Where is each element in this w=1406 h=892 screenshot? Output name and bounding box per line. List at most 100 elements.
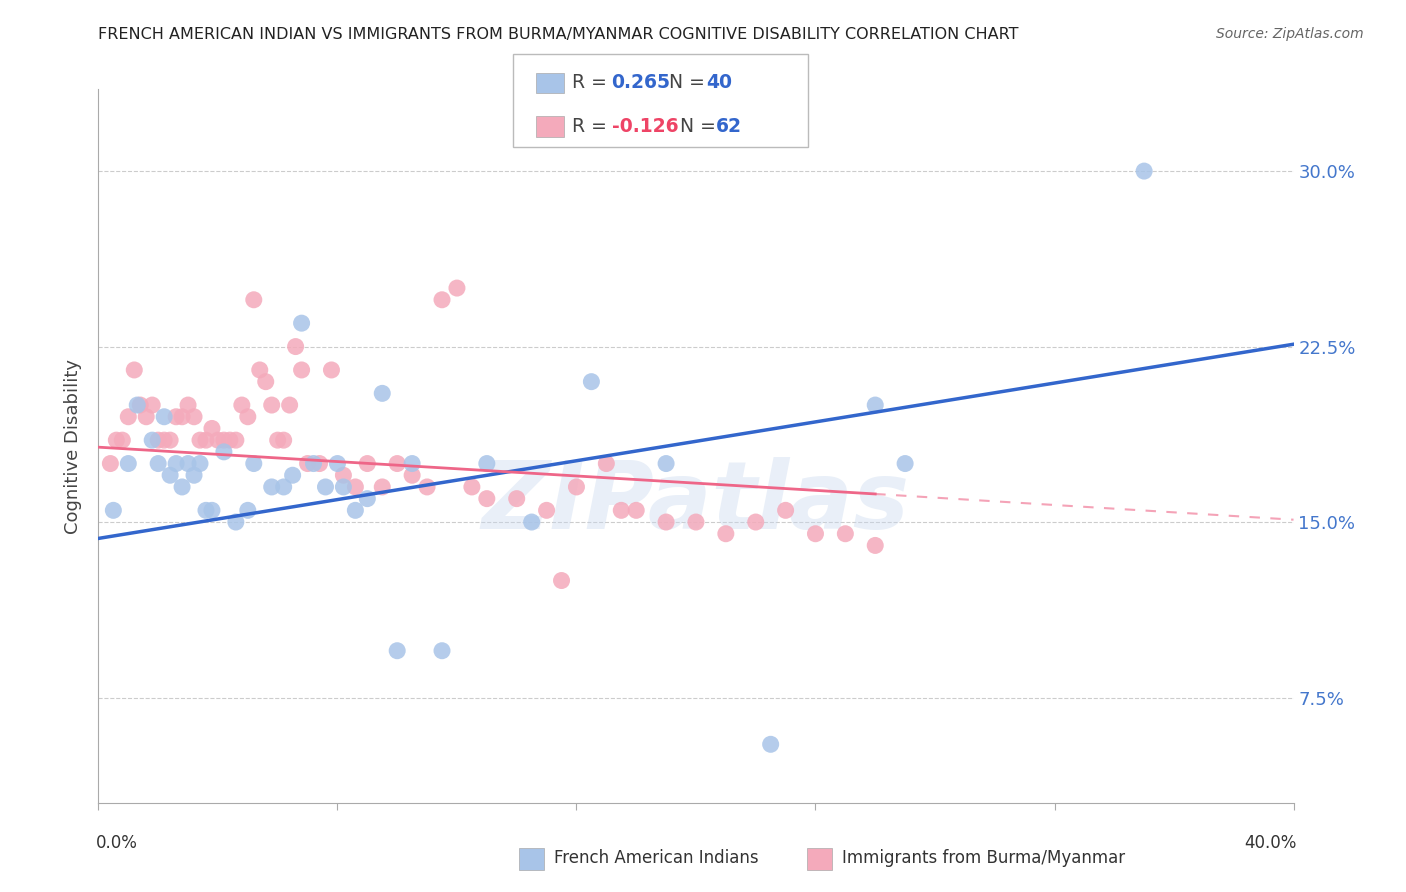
Point xyxy=(201,421,224,435)
Point xyxy=(219,433,242,447)
Text: 0.265: 0.265 xyxy=(612,73,671,93)
Point xyxy=(291,363,314,377)
Point xyxy=(260,480,283,494)
Point xyxy=(141,398,163,412)
Point xyxy=(212,433,235,447)
Point xyxy=(183,468,205,483)
Point xyxy=(685,515,707,529)
Point xyxy=(1133,164,1156,178)
Point xyxy=(159,468,181,483)
Point xyxy=(225,433,247,447)
Text: -0.126: -0.126 xyxy=(612,117,678,136)
Point xyxy=(565,480,588,494)
Text: N =: N = xyxy=(668,117,721,136)
Text: 40.0%: 40.0% xyxy=(1244,834,1296,852)
Point xyxy=(461,480,484,494)
Point xyxy=(655,515,678,529)
Point xyxy=(332,468,354,483)
Point xyxy=(105,433,128,447)
Point xyxy=(356,491,378,506)
Point xyxy=(385,457,409,471)
Point xyxy=(148,457,170,471)
Point xyxy=(344,503,367,517)
Point xyxy=(356,457,378,471)
Point xyxy=(201,503,224,517)
Point xyxy=(344,480,367,494)
Point xyxy=(141,433,163,447)
Point xyxy=(446,281,468,295)
Point xyxy=(401,457,423,471)
Point xyxy=(714,526,737,541)
Point xyxy=(124,363,146,377)
Point xyxy=(225,515,247,529)
Point xyxy=(332,480,354,494)
Point xyxy=(278,398,301,412)
Point xyxy=(212,445,235,459)
Point xyxy=(416,480,439,494)
Point xyxy=(273,480,295,494)
Text: ZIPatlas: ZIPatlas xyxy=(482,457,910,549)
Point xyxy=(153,433,176,447)
Point xyxy=(117,409,139,424)
Point xyxy=(759,737,782,751)
Point xyxy=(520,515,543,529)
Point xyxy=(254,375,277,389)
Point xyxy=(506,491,529,506)
Point xyxy=(775,503,797,517)
Point xyxy=(865,398,887,412)
Point xyxy=(610,503,633,517)
Point xyxy=(249,363,271,377)
Point xyxy=(371,386,394,401)
Point xyxy=(207,433,229,447)
Point xyxy=(475,457,498,471)
Point xyxy=(401,468,423,483)
Point xyxy=(260,398,283,412)
Point xyxy=(308,457,330,471)
Point xyxy=(165,409,187,424)
Point xyxy=(188,433,211,447)
Point xyxy=(148,433,170,447)
Point xyxy=(894,457,917,471)
Text: R =: R = xyxy=(572,117,613,136)
Point xyxy=(626,503,648,517)
Point xyxy=(177,457,200,471)
Point xyxy=(177,398,200,412)
Point xyxy=(236,503,259,517)
Point xyxy=(655,457,678,471)
Y-axis label: Cognitive Disability: Cognitive Disability xyxy=(65,359,83,533)
Point xyxy=(111,433,134,447)
Point xyxy=(231,398,253,412)
Text: Source: ZipAtlas.com: Source: ZipAtlas.com xyxy=(1216,27,1364,41)
Point xyxy=(804,526,827,541)
Point xyxy=(117,457,139,471)
Point xyxy=(302,457,325,471)
Point xyxy=(284,340,307,354)
Point xyxy=(103,503,125,517)
Point xyxy=(188,457,211,471)
Point xyxy=(581,375,603,389)
Point xyxy=(315,480,337,494)
Text: FRENCH AMERICAN INDIAN VS IMMIGRANTS FROM BURMA/MYANMAR COGNITIVE DISABILITY COR: FRENCH AMERICAN INDIAN VS IMMIGRANTS FRO… xyxy=(98,27,1019,42)
Text: 0.0%: 0.0% xyxy=(96,834,138,852)
Point xyxy=(127,398,149,412)
Point xyxy=(595,457,617,471)
Text: N =: N = xyxy=(657,73,710,93)
Point xyxy=(165,457,187,471)
Point xyxy=(475,491,498,506)
Point xyxy=(135,409,157,424)
Point xyxy=(326,457,349,471)
Text: French American Indians: French American Indians xyxy=(554,849,759,867)
Text: Immigrants from Burma/Myanmar: Immigrants from Burma/Myanmar xyxy=(842,849,1125,867)
Point xyxy=(273,433,295,447)
Point xyxy=(371,480,394,494)
Point xyxy=(243,457,266,471)
Point xyxy=(321,363,343,377)
Text: 40: 40 xyxy=(706,73,731,93)
Point xyxy=(183,409,205,424)
Point xyxy=(243,293,266,307)
Point xyxy=(195,503,218,517)
Point xyxy=(385,644,409,658)
Point xyxy=(430,293,453,307)
Point xyxy=(297,457,319,471)
Point xyxy=(281,468,304,483)
